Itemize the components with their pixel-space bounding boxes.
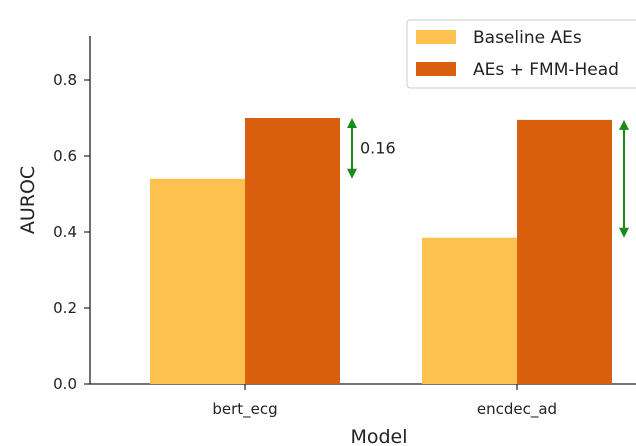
y-tick-label: 0.4 <box>53 223 77 241</box>
delta-arrow-head-down <box>347 168 357 179</box>
plot-area: 0.0 0.2 0.4 0.6 0.8 bert_ecg encdec_ad 0.16 Base… <box>53 19 636 419</box>
delta-arrow-head-up <box>619 119 629 130</box>
delta-label: 0.16 <box>360 138 396 157</box>
bar-bert_ecg-series-1 <box>150 178 245 384</box>
legend-label: AEs + FMM-Head <box>473 60 619 80</box>
legend-swatch <box>416 62 456 76</box>
y-tick-label: 0.8 <box>53 71 77 89</box>
bar-encdec_ad-series-1 <box>422 237 517 384</box>
delta-arrow-head-up <box>347 118 357 128</box>
legend-swatch <box>416 30 456 44</box>
y-tick-label: 0.6 <box>53 147 77 165</box>
y-axis-title: AUROC <box>17 166 39 234</box>
y-tick-label: 0.2 <box>53 299 77 317</box>
x-axis-title: Model <box>350 426 407 446</box>
legend-label: Baseline AEs <box>473 28 582 48</box>
y-tick-label: 0.0 <box>53 375 77 393</box>
bar-bert_ecg-series-2 <box>245 118 340 384</box>
delta-arrow-head-down <box>619 227 629 238</box>
legend-box <box>406 19 636 89</box>
x-tick-label: bert_ecg <box>212 400 277 419</box>
x-tick-label: encdec_ad <box>477 400 557 419</box>
bar-encdec_ad-series-2 <box>517 119 612 385</box>
